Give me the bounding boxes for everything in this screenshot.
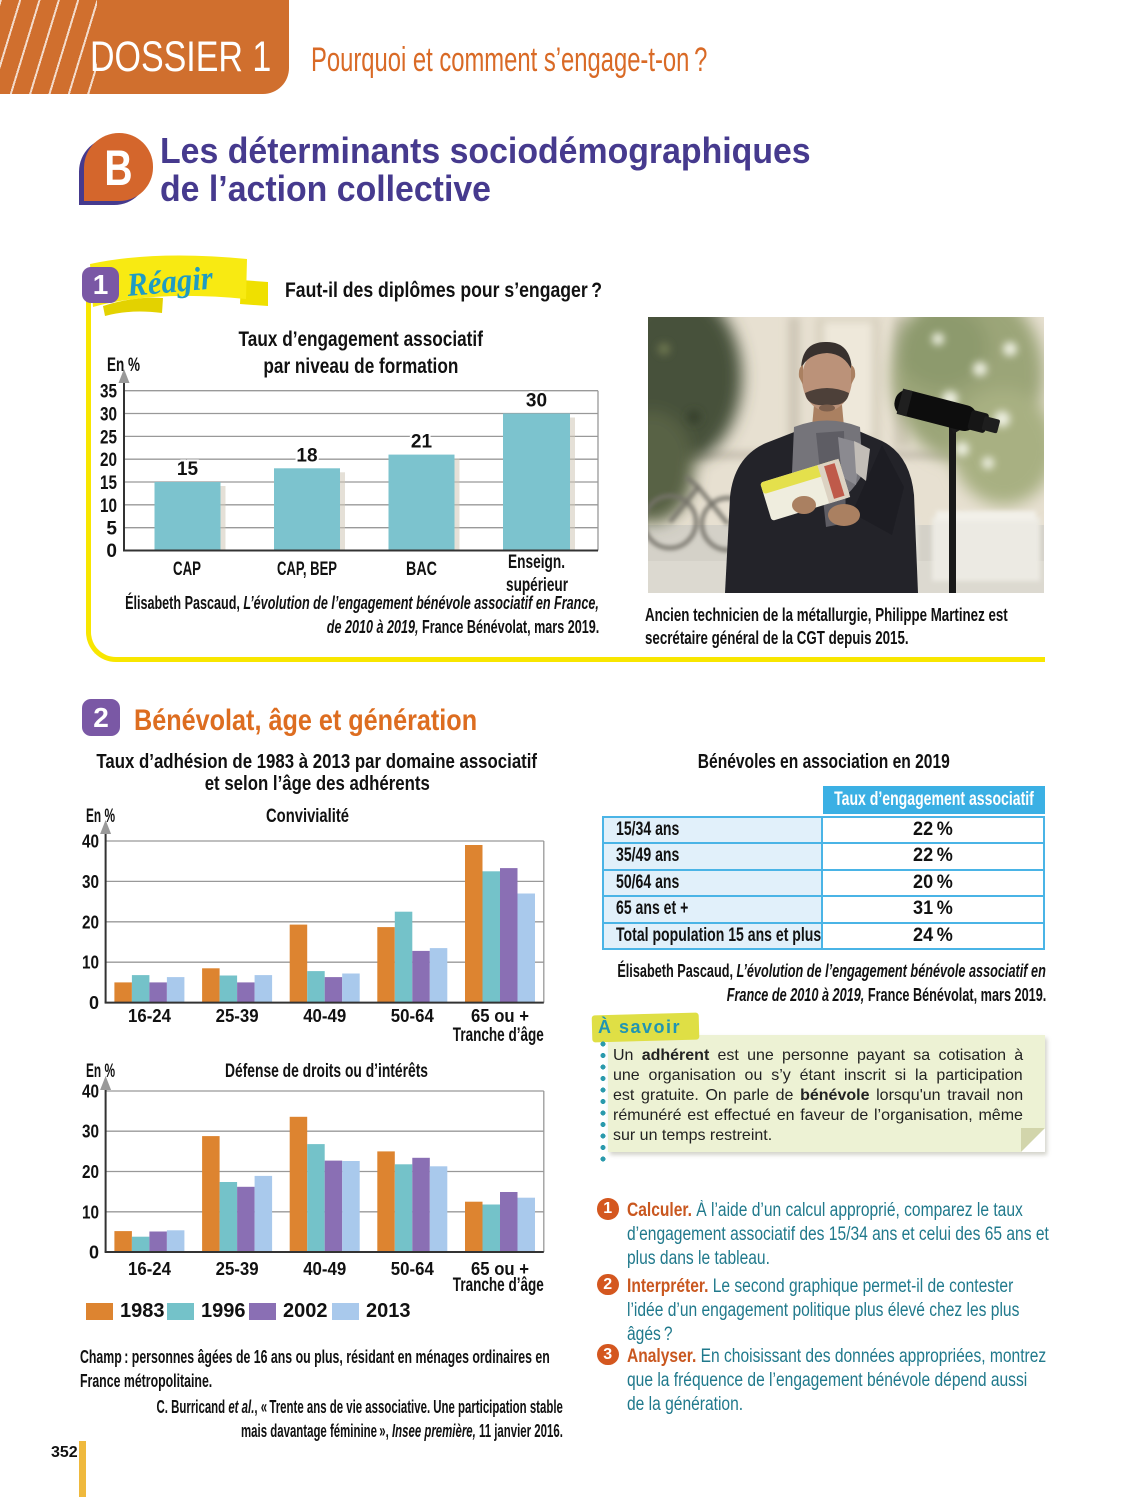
svg-text:supérieur: supérieur: [506, 575, 568, 596]
svg-text:16-24: 16-24: [128, 1259, 171, 1279]
svg-text:21: 21: [411, 432, 433, 453]
svg-text:En %: En %: [107, 355, 140, 376]
svg-text:40: 40: [82, 832, 99, 852]
svg-text:CAP, BEP: CAP, BEP: [277, 559, 337, 580]
svg-text:16-24: 16-24: [128, 1006, 171, 1026]
svg-text:0: 0: [106, 541, 117, 562]
svg-text:65 ou +: 65 ou +: [471, 1259, 529, 1279]
svg-text:35: 35: [100, 382, 117, 403]
svg-text:40: 40: [82, 1082, 99, 1102]
svg-text:30: 30: [526, 391, 547, 412]
svg-text:0: 0: [89, 1243, 99, 1263]
svg-text:30: 30: [82, 872, 99, 892]
svg-text:Enseign.: Enseign.: [508, 552, 565, 573]
svg-text:65 ou +: 65 ou +: [471, 1006, 529, 1026]
svg-text:BAC: BAC: [406, 559, 437, 580]
svg-text:Tranche d’âge: Tranche d’âge: [453, 1025, 544, 1046]
svg-text:10: 10: [100, 496, 117, 517]
svg-text:Réagir: Réagir: [125, 261, 216, 305]
svg-text:10: 10: [82, 953, 99, 973]
svg-text:25: 25: [100, 427, 117, 448]
svg-text:18: 18: [296, 445, 317, 466]
svg-text:Tranche d’âge: Tranche d’âge: [453, 1275, 544, 1296]
svg-text:15: 15: [177, 459, 199, 480]
svg-text:25-39: 25-39: [216, 1259, 259, 1279]
svg-text:20: 20: [100, 450, 117, 471]
svg-text:Défense de droits ou d’intérêt: Défense de droits ou d’intérêts: [225, 1060, 428, 1082]
svg-text:Convivialité: Convivialité: [266, 805, 349, 827]
svg-text:50-64: 50-64: [391, 1259, 434, 1279]
svg-text:CAP: CAP: [173, 559, 201, 580]
svg-text:40-49: 40-49: [303, 1259, 346, 1279]
svg-text:20: 20: [82, 1162, 99, 1182]
svg-text:40-49: 40-49: [303, 1006, 346, 1026]
svg-text:15: 15: [100, 473, 117, 494]
svg-text:En %: En %: [86, 806, 115, 827]
svg-text:5: 5: [106, 519, 117, 540]
svg-text:En %: En %: [86, 1061, 115, 1082]
svg-text:30: 30: [82, 1122, 99, 1142]
svg-text:50-64: 50-64: [391, 1006, 434, 1026]
svg-text:10: 10: [82, 1202, 99, 1222]
svg-text:25-39: 25-39: [216, 1006, 259, 1026]
svg-text:20: 20: [82, 912, 99, 932]
svg-text:0: 0: [89, 993, 99, 1013]
svg-text:30: 30: [100, 405, 117, 426]
